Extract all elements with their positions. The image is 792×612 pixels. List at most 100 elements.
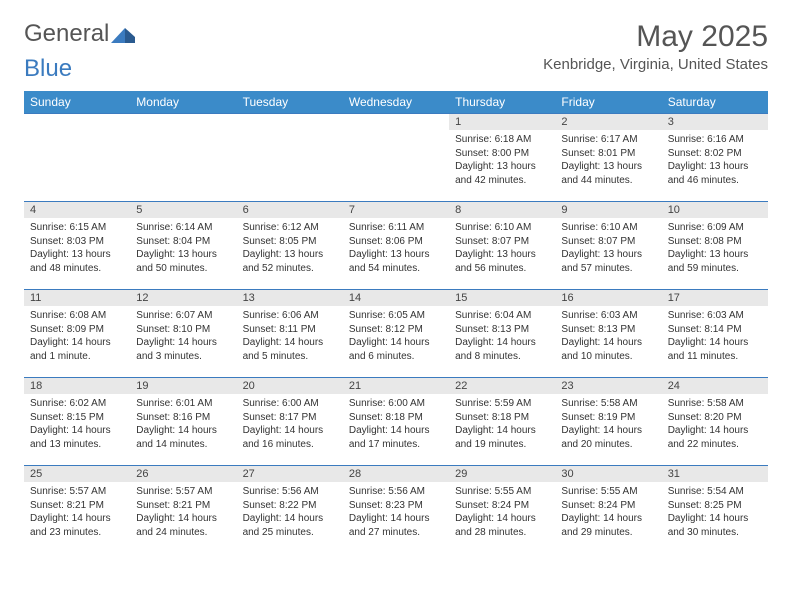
day-number: 2 [555,114,661,130]
day-details: Sunrise: 6:15 AMSunset: 8:03 PMDaylight:… [24,218,130,277]
day-number: 10 [662,202,768,218]
day-number: 11 [24,290,130,306]
day-details: Sunrise: 5:59 AMSunset: 8:18 PMDaylight:… [449,394,555,453]
calendar-table: SundayMondayTuesdayWednesdayThursdayFrid… [24,91,768,554]
calendar-cell [237,114,343,202]
day-number: 28 [343,466,449,482]
day-number: 5 [130,202,236,218]
calendar-cell: 10Sunrise: 6:09 AMSunset: 8:08 PMDayligh… [662,202,768,290]
day-number: 26 [130,466,236,482]
day-number: 1 [449,114,555,130]
calendar-cell: 27Sunrise: 5:56 AMSunset: 8:22 PMDayligh… [237,466,343,554]
calendar-cell: 28Sunrise: 5:56 AMSunset: 8:23 PMDayligh… [343,466,449,554]
day-number: 19 [130,378,236,394]
day-number: 3 [662,114,768,130]
day-details: Sunrise: 6:06 AMSunset: 8:11 PMDaylight:… [237,306,343,365]
logo-text-blue: Blue [24,55,72,83]
weekday-header: Thursday [449,91,555,114]
location-subtitle: Kenbridge, Virginia, United States [543,56,768,73]
calendar-cell: 15Sunrise: 6:04 AMSunset: 8:13 PMDayligh… [449,290,555,378]
day-details: Sunrise: 5:55 AMSunset: 8:24 PMDaylight:… [555,482,661,541]
calendar-cell: 31Sunrise: 5:54 AMSunset: 8:25 PMDayligh… [662,466,768,554]
day-details: Sunrise: 6:12 AMSunset: 8:05 PMDaylight:… [237,218,343,277]
calendar-cell: 24Sunrise: 5:58 AMSunset: 8:20 PMDayligh… [662,378,768,466]
day-details: Sunrise: 5:56 AMSunset: 8:23 PMDaylight:… [343,482,449,541]
day-details: Sunrise: 6:05 AMSunset: 8:12 PMDaylight:… [343,306,449,365]
calendar-cell: 26Sunrise: 5:57 AMSunset: 8:21 PMDayligh… [130,466,236,554]
logo-text-general: General [24,20,109,48]
calendar-cell: 21Sunrise: 6:00 AMSunset: 8:18 PMDayligh… [343,378,449,466]
day-details: Sunrise: 6:03 AMSunset: 8:13 PMDaylight:… [555,306,661,365]
day-details: Sunrise: 6:11 AMSunset: 8:06 PMDaylight:… [343,218,449,277]
day-details: Sunrise: 6:04 AMSunset: 8:13 PMDaylight:… [449,306,555,365]
calendar-cell: 20Sunrise: 6:00 AMSunset: 8:17 PMDayligh… [237,378,343,466]
day-details: Sunrise: 6:14 AMSunset: 8:04 PMDaylight:… [130,218,236,277]
day-details: Sunrise: 6:10 AMSunset: 8:07 PMDaylight:… [555,218,661,277]
day-details: Sunrise: 6:08 AMSunset: 8:09 PMDaylight:… [24,306,130,365]
weekday-header: Tuesday [237,91,343,114]
calendar-cell: 25Sunrise: 5:57 AMSunset: 8:21 PMDayligh… [24,466,130,554]
calendar-cell: 4Sunrise: 6:15 AMSunset: 8:03 PMDaylight… [24,202,130,290]
day-number: 22 [449,378,555,394]
day-details: Sunrise: 6:00 AMSunset: 8:17 PMDaylight:… [237,394,343,453]
day-number: 6 [237,202,343,218]
calendar-cell: 22Sunrise: 5:59 AMSunset: 8:18 PMDayligh… [449,378,555,466]
logo-triangle-icon [111,25,135,43]
day-details: Sunrise: 6:07 AMSunset: 8:10 PMDaylight:… [130,306,236,365]
day-details: Sunrise: 6:02 AMSunset: 8:15 PMDaylight:… [24,394,130,453]
day-number: 17 [662,290,768,306]
day-details: Sunrise: 6:09 AMSunset: 8:08 PMDaylight:… [662,218,768,277]
calendar-cell: 2Sunrise: 6:17 AMSunset: 8:01 PMDaylight… [555,114,661,202]
day-number: 31 [662,466,768,482]
calendar-cell: 6Sunrise: 6:12 AMSunset: 8:05 PMDaylight… [237,202,343,290]
day-number: 29 [449,466,555,482]
day-number: 18 [24,378,130,394]
day-number: 7 [343,202,449,218]
calendar-cell: 9Sunrise: 6:10 AMSunset: 8:07 PMDaylight… [555,202,661,290]
logo: General [24,20,137,48]
calendar-cell: 13Sunrise: 6:06 AMSunset: 8:11 PMDayligh… [237,290,343,378]
day-number: 14 [343,290,449,306]
calendar-cell [130,114,236,202]
day-number: 27 [237,466,343,482]
day-number: 21 [343,378,449,394]
weekday-header: Wednesday [343,91,449,114]
weekday-header: Friday [555,91,661,114]
day-details: Sunrise: 6:03 AMSunset: 8:14 PMDaylight:… [662,306,768,365]
calendar-cell: 17Sunrise: 6:03 AMSunset: 8:14 PMDayligh… [662,290,768,378]
day-details: Sunrise: 5:55 AMSunset: 8:24 PMDaylight:… [449,482,555,541]
day-number: 15 [449,290,555,306]
calendar-cell: 1Sunrise: 6:18 AMSunset: 8:00 PMDaylight… [449,114,555,202]
day-details: Sunrise: 6:16 AMSunset: 8:02 PMDaylight:… [662,130,768,189]
calendar-cell: 7Sunrise: 6:11 AMSunset: 8:06 PMDaylight… [343,202,449,290]
weekday-header: Monday [130,91,236,114]
calendar-cell: 3Sunrise: 6:16 AMSunset: 8:02 PMDaylight… [662,114,768,202]
day-details: Sunrise: 5:57 AMSunset: 8:21 PMDaylight:… [130,482,236,541]
calendar-cell: 12Sunrise: 6:07 AMSunset: 8:10 PMDayligh… [130,290,236,378]
calendar-cell: 14Sunrise: 6:05 AMSunset: 8:12 PMDayligh… [343,290,449,378]
calendar-cell: 30Sunrise: 5:55 AMSunset: 8:24 PMDayligh… [555,466,661,554]
day-number: 12 [130,290,236,306]
weekday-header: Sunday [24,91,130,114]
day-details: Sunrise: 5:57 AMSunset: 8:21 PMDaylight:… [24,482,130,541]
day-number: 24 [662,378,768,394]
month-title: May 2025 [543,20,768,54]
day-number: 20 [237,378,343,394]
calendar-cell: 29Sunrise: 5:55 AMSunset: 8:24 PMDayligh… [449,466,555,554]
weekday-header: Saturday [662,91,768,114]
day-details: Sunrise: 6:10 AMSunset: 8:07 PMDaylight:… [449,218,555,277]
day-details: Sunrise: 6:01 AMSunset: 8:16 PMDaylight:… [130,394,236,453]
calendar-cell: 5Sunrise: 6:14 AMSunset: 8:04 PMDaylight… [130,202,236,290]
day-details: Sunrise: 6:17 AMSunset: 8:01 PMDaylight:… [555,130,661,189]
day-number: 23 [555,378,661,394]
day-number: 4 [24,202,130,218]
day-number: 30 [555,466,661,482]
day-number: 25 [24,466,130,482]
day-details: Sunrise: 5:54 AMSunset: 8:25 PMDaylight:… [662,482,768,541]
day-number: 13 [237,290,343,306]
day-number: 9 [555,202,661,218]
calendar-cell: 18Sunrise: 6:02 AMSunset: 8:15 PMDayligh… [24,378,130,466]
day-number: 8 [449,202,555,218]
calendar-cell: 19Sunrise: 6:01 AMSunset: 8:16 PMDayligh… [130,378,236,466]
day-details: Sunrise: 5:56 AMSunset: 8:22 PMDaylight:… [237,482,343,541]
